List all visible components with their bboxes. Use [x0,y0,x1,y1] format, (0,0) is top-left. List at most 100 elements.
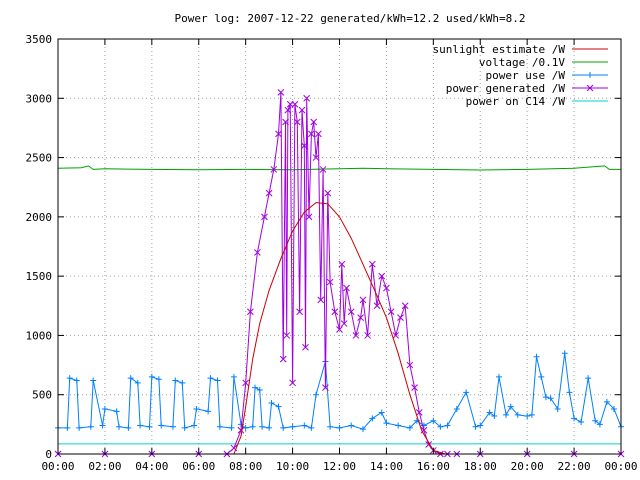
legend-entry: power on C14 /W [466,95,608,108]
data-point [249,423,256,430]
data-point [280,424,287,431]
data-point [155,376,162,383]
data-point [411,384,418,391]
data-point [205,408,212,415]
data-point [158,422,165,429]
y-tick-label: 1000 [26,329,53,342]
data-point [265,189,273,197]
data-point [585,375,592,382]
data-point [578,418,585,425]
data-point [137,422,144,429]
data-point [298,106,306,114]
data-point [310,118,318,126]
data-point [216,423,223,430]
x-tick-label: 00:00 [41,460,74,473]
data-point [542,394,549,401]
series-group [54,89,625,458]
data-point [571,415,578,422]
data-point [343,284,350,292]
data-point [340,320,348,327]
data-point [261,213,268,221]
x-tick-label: 02:00 [88,460,121,473]
chart-title: Power log: 2007-12-22 generated/kWh=12.2… [175,12,526,25]
legend-label: sunlight estimate /W [433,43,566,56]
data-point [415,409,423,416]
data-point [237,426,245,434]
data-point [359,426,366,433]
data-point [252,384,259,391]
data-point [172,377,179,384]
data-point [496,373,503,380]
data-point [406,361,414,369]
data-point [420,426,428,434]
data-point [289,379,296,387]
legend-marker [586,84,594,92]
x-tick-label: 08:00 [229,460,262,473]
data-point [592,417,599,424]
data-point [315,130,322,138]
data-point [291,100,299,108]
data-point [538,373,545,380]
data-point [191,422,198,429]
legend-entry: power use /W [486,69,608,82]
data-point [596,421,603,428]
data-point [338,260,346,268]
data-point [76,424,83,431]
data-point [313,391,320,398]
data-point [259,423,266,430]
x-tick-label: 04:00 [135,460,168,473]
data-point [357,314,364,321]
data-point [115,423,122,430]
series-layer [54,89,625,458]
data-point [214,377,221,384]
data-point [420,422,427,429]
series-group [57,165,621,171]
y-axis-ticks: 0 500 1000 1500 2000 2500 3000 3500 [26,33,621,461]
data-point [477,422,484,429]
data-point [444,422,451,429]
data-point [491,413,498,420]
data-point [463,389,470,396]
data-point [327,423,334,430]
y-tick-label: 3500 [26,33,53,46]
data-point [301,422,308,429]
data-point [326,278,334,286]
data-point [270,166,278,173]
data-point [266,424,273,431]
data-point [247,308,254,316]
data-point [275,130,282,138]
data-point [284,106,292,114]
y-tick-label: 3000 [26,92,53,105]
data-point [73,377,80,384]
data-point [99,422,106,429]
data-point [392,332,400,339]
data-point [242,379,250,387]
data-point [368,260,376,268]
data-point [275,403,282,410]
data-point [401,302,409,310]
data-point [90,377,97,384]
data-point [528,411,535,418]
data-point [533,353,540,360]
data-point [302,343,309,351]
data-point [305,213,313,221]
data-point [378,272,386,280]
x-tick-label: 14:00 [370,460,403,473]
x-tick-label: 18:00 [464,460,497,473]
data-point [503,411,510,418]
data-point [230,373,237,380]
data-point [179,379,186,386]
legend-marker [587,72,593,78]
series-group [55,350,624,433]
data-point [317,296,325,304]
y-tick-label: 500 [32,389,52,402]
data-point [193,405,200,412]
y-tick-label: 2500 [26,152,53,165]
data-point [113,408,120,415]
data-point [331,308,339,316]
x-axis-ticks: 00:00 02:00 04:00 06:00 08:00 10:00 12:00 14:00… [41,39,638,473]
data-point [373,302,381,310]
data-point [406,424,413,431]
legend-entry: sunlight estimate /W [433,43,608,56]
data-point [66,375,73,382]
